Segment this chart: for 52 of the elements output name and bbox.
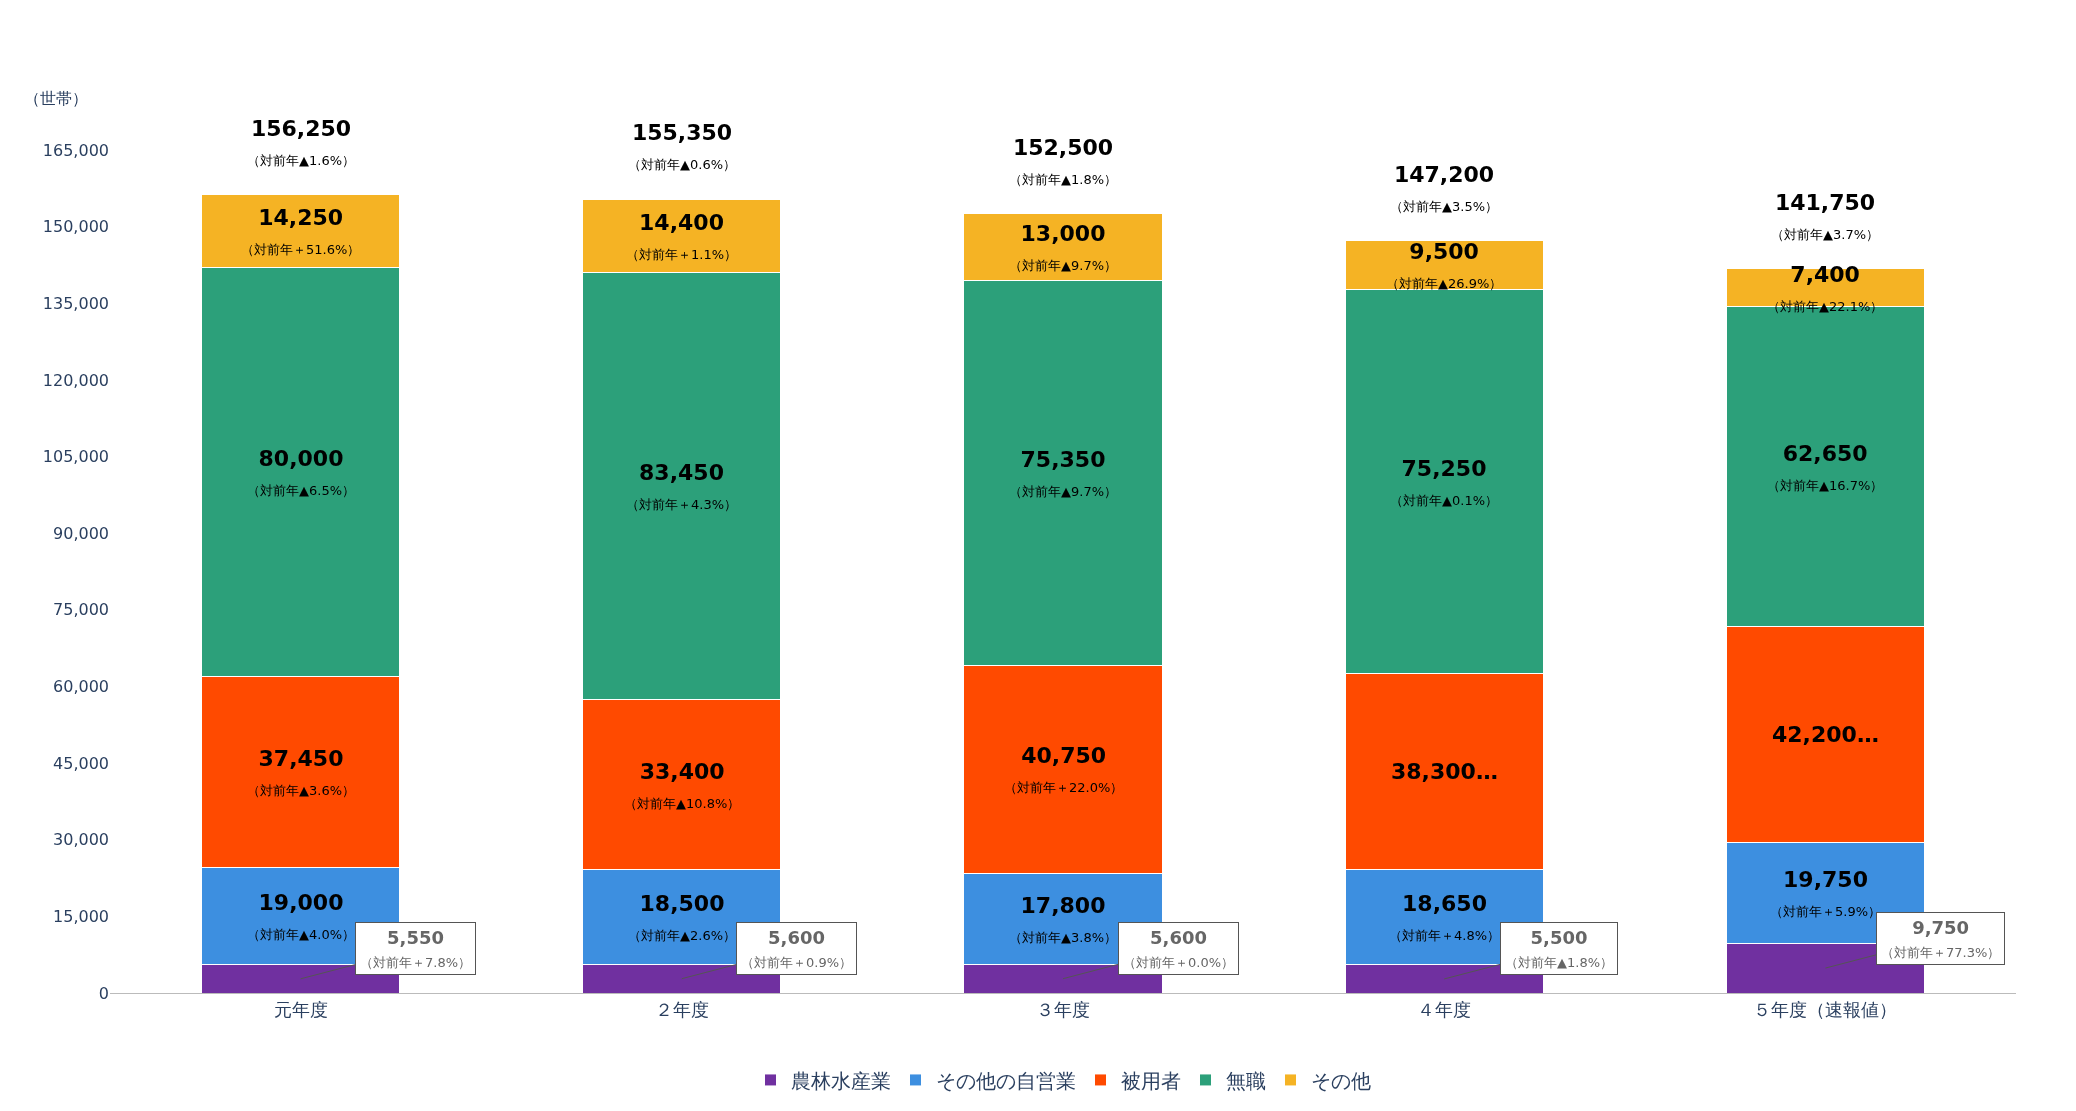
data-label: 17,800 （対前年▲3.8%） [1009,893,1118,945]
x-tick-label: ３年度 [1036,998,1090,1020]
data-label: 9,500 （対前年▲26.9%） [1386,239,1503,291]
data-label: 5,550 （対前年＋7.8%） [360,927,472,971]
data-label: 80,000 （対前年▲6.5%） [247,446,356,498]
y-tick-label: 105,000 [42,447,109,467]
data-label: 18,500 （対前年▲2.6%） [628,891,737,943]
legend-label: 被用者 [1120,1068,1181,1093]
y-tick-label: 150,000 [42,217,109,237]
data-label: 19,000 （対前年▲4.0%） [247,890,356,942]
data-label: 5,600 （対前年＋0.0%） [1123,927,1235,971]
data-label: 42,200… [1772,722,1879,747]
total-label: 147,200 （対前年▲3.5%） [1390,162,1499,214]
data-label: 38,300… [1391,759,1498,784]
data-label: 5,600 （対前年＋0.9%） [741,927,853,971]
total-label: 141,750 （対前年▲3.7%） [1771,190,1880,242]
data-label: 14,400 （対前年＋1.1%） [626,210,738,262]
data-label: 40,750 （対前年＋22.0%） [1004,743,1124,795]
data-label: 14,250 （対前年＋51.6%） [241,205,361,257]
data-label: 33,400 （対前年▲10.8%） [624,759,741,811]
data-label: 75,350 （対前年▲9.7%） [1009,447,1118,499]
total-label: 155,350 （対前年▲0.6%） [628,120,737,172]
y-axis-title: （世帯） [24,89,88,108]
data-label: 9,750 （対前年＋77.3%） [1881,917,2001,961]
y-tick-label: 75,000 [53,600,109,620]
y-tick-label: 45,000 [53,753,109,773]
data-label: 75,250 （対前年▲0.1%） [1390,456,1499,508]
data-label: 62,650 （対前年▲16.7%） [1767,441,1884,493]
x-tick-label: ４年度 [1417,998,1472,1020]
y-tick-label: 135,000 [42,293,109,313]
y-tick-label: 15,000 [53,906,109,926]
y-tick-label: 0 [98,983,109,1003]
y-tick-label: 165,000 [42,140,109,160]
y-tick-label: 60,000 [53,677,109,697]
x-tick-label: ２年度 [654,998,709,1020]
legend-label: 農林水産業 [790,1068,891,1093]
x-tick-label: 元年度 [273,998,328,1020]
data-label: 83,450 （対前年＋4.3%） [626,460,738,512]
total-label: 156,250 （対前年▲1.6%） [247,116,356,168]
data-label: 19,750 （対前年＋5.9%） [1770,867,1882,919]
y-tick-label: 120,000 [42,370,109,390]
legend-label: 無職 [1225,1068,1266,1093]
data-label: 18,650 （対前年＋4.8%） [1389,891,1501,943]
data-label: 13,000 （対前年▲9.7%） [1009,221,1118,273]
data-label: 5,500 （対前年▲1.8%） [1505,927,1614,971]
y-tick-label: 90,000 [53,523,109,543]
data-label: 37,450 （対前年▲3.6%） [247,746,356,798]
legend-label: その他 [1310,1068,1371,1093]
total-label: 152,500 （対前年▲1.8%） [1009,135,1118,187]
y-tick-label: 30,000 [53,830,109,850]
x-tick-label: ５年度（速報値） [1753,998,1898,1020]
legend-label: その他の自営業 [935,1068,1076,1093]
